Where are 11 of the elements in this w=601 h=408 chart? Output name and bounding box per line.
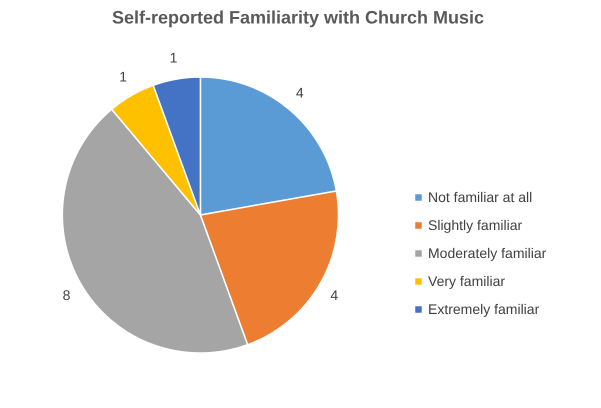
data-label: 4 — [330, 286, 338, 303]
data-label: 8 — [62, 286, 71, 303]
chart-title: Self-reported Familiarity with Church Music — [112, 8, 484, 28]
legend-label: Moderately familiar — [428, 245, 546, 261]
data-label: 1 — [170, 50, 178, 66]
legend-label: Very familiar — [428, 273, 506, 289]
legend-label: Extremely familiar — [428, 301, 540, 317]
legend-label: Slightly familiar — [428, 217, 522, 233]
legend-label: Not familiar at all — [428, 189, 532, 205]
data-label: 1 — [119, 68, 128, 85]
data-label: 4 — [296, 84, 304, 101]
